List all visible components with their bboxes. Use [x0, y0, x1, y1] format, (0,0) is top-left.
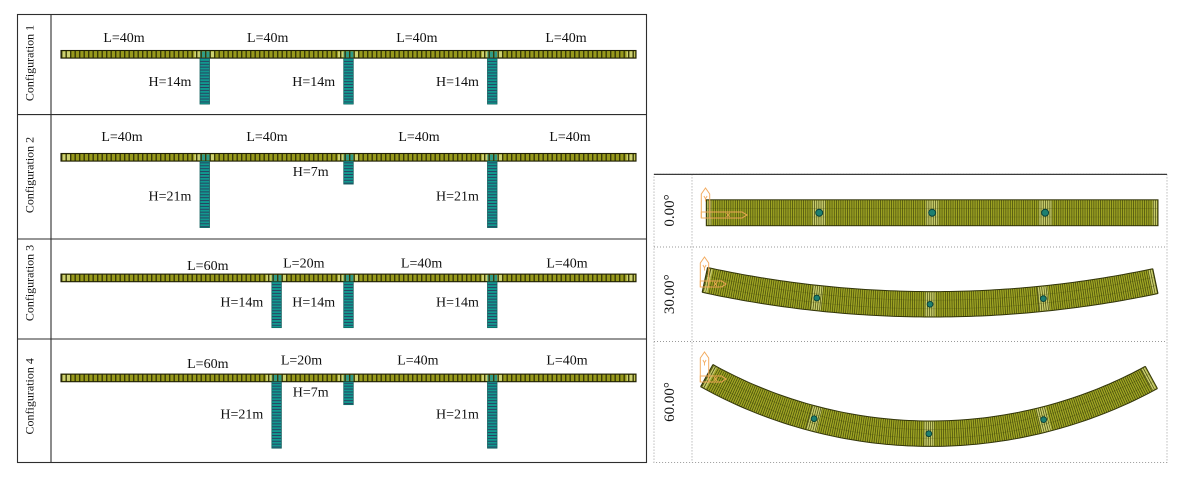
svg-text:L=40m: L=40m: [397, 354, 438, 369]
svg-text:L=60m: L=60m: [187, 357, 228, 372]
svg-text:H=14m: H=14m: [220, 296, 263, 311]
svg-text:60.00°: 60.00°: [662, 382, 678, 422]
svg-text:Configuration 3: Configuration 3: [23, 245, 37, 321]
svg-text:Configuration 1: Configuration 1: [23, 25, 37, 101]
svg-text:L=40m: L=40m: [549, 130, 590, 145]
svg-text:H=7m: H=7m: [293, 165, 329, 180]
svg-text:L=40m: L=40m: [398, 130, 439, 145]
svg-text:L=40m: L=40m: [396, 31, 437, 46]
svg-text:L=60m: L=60m: [187, 259, 228, 274]
svg-text:L=40m: L=40m: [103, 31, 144, 46]
svg-text:Configuration 4: Configuration 4: [23, 358, 37, 434]
svg-text:Configuration 2: Configuration 2: [23, 137, 37, 213]
svg-text:L=20m: L=20m: [283, 257, 324, 272]
svg-text:H=21m: H=21m: [149, 190, 192, 205]
svg-text:H=21m: H=21m: [436, 408, 479, 423]
svg-text:H=21m: H=21m: [220, 408, 263, 423]
svg-text:H=14m: H=14m: [436, 296, 479, 311]
svg-text:H=14m: H=14m: [149, 75, 192, 90]
svg-text:L=40m: L=40m: [546, 257, 587, 272]
svg-text:L=20m: L=20m: [281, 354, 322, 369]
svg-text:L=40m: L=40m: [401, 257, 442, 272]
svg-text:H=14m: H=14m: [292, 75, 335, 90]
svg-text:30.00°: 30.00°: [662, 274, 678, 314]
svg-text:H=14m: H=14m: [436, 75, 479, 90]
svg-text:H=14m: H=14m: [292, 296, 335, 311]
svg-text:L=40m: L=40m: [101, 130, 142, 145]
svg-text:L=40m: L=40m: [546, 354, 587, 369]
svg-text:L=40m: L=40m: [545, 31, 586, 46]
svg-text:L=40m: L=40m: [246, 130, 287, 145]
svg-text:H=7m: H=7m: [293, 386, 329, 401]
svg-text:0.00°: 0.00°: [662, 194, 678, 226]
svg-text:L=40m: L=40m: [247, 31, 288, 46]
svg-text:H=21m: H=21m: [436, 190, 479, 205]
